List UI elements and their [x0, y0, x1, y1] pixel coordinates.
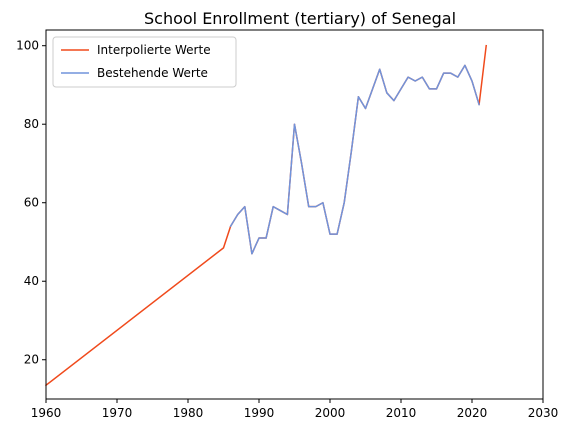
legend-box	[52, 36, 237, 88]
axes: 1960 1970 1980 1990 2000 2010 2020 203020406080…	[16, 39, 558, 420]
legend-label-existing: Bestehende Werte	[97, 66, 208, 80]
legend-label-interpolated: Interpolierte Werte	[97, 43, 211, 57]
x-tick-label: 1970	[102, 406, 133, 420]
series-line-existing	[229, 64, 481, 255]
x-tick-label: 2000	[315, 406, 346, 420]
chart-title: School Enrollment (tertiary) of Senegal	[144, 9, 456, 28]
y-tick-label: 40	[24, 274, 39, 288]
plot-area	[46, 30, 543, 399]
legend: Interpolierte Werte Bestehende Werte	[52, 36, 237, 88]
y-tick-label: 60	[24, 196, 39, 210]
series-layer	[44, 44, 488, 387]
x-tick-label: 2030	[528, 406, 559, 420]
y-tick-label: 20	[24, 353, 39, 367]
y-tick-label: 80	[24, 117, 39, 131]
plot-frame	[45, 29, 544, 400]
x-tick-label: 2020	[457, 406, 488, 420]
y-tick-label: 100	[16, 39, 39, 53]
x-tick-label: 1980	[173, 406, 204, 420]
x-tick-label: 1990	[244, 406, 275, 420]
x-tick-label: 1960	[31, 406, 62, 420]
x-tick-label: 2010	[386, 406, 417, 420]
